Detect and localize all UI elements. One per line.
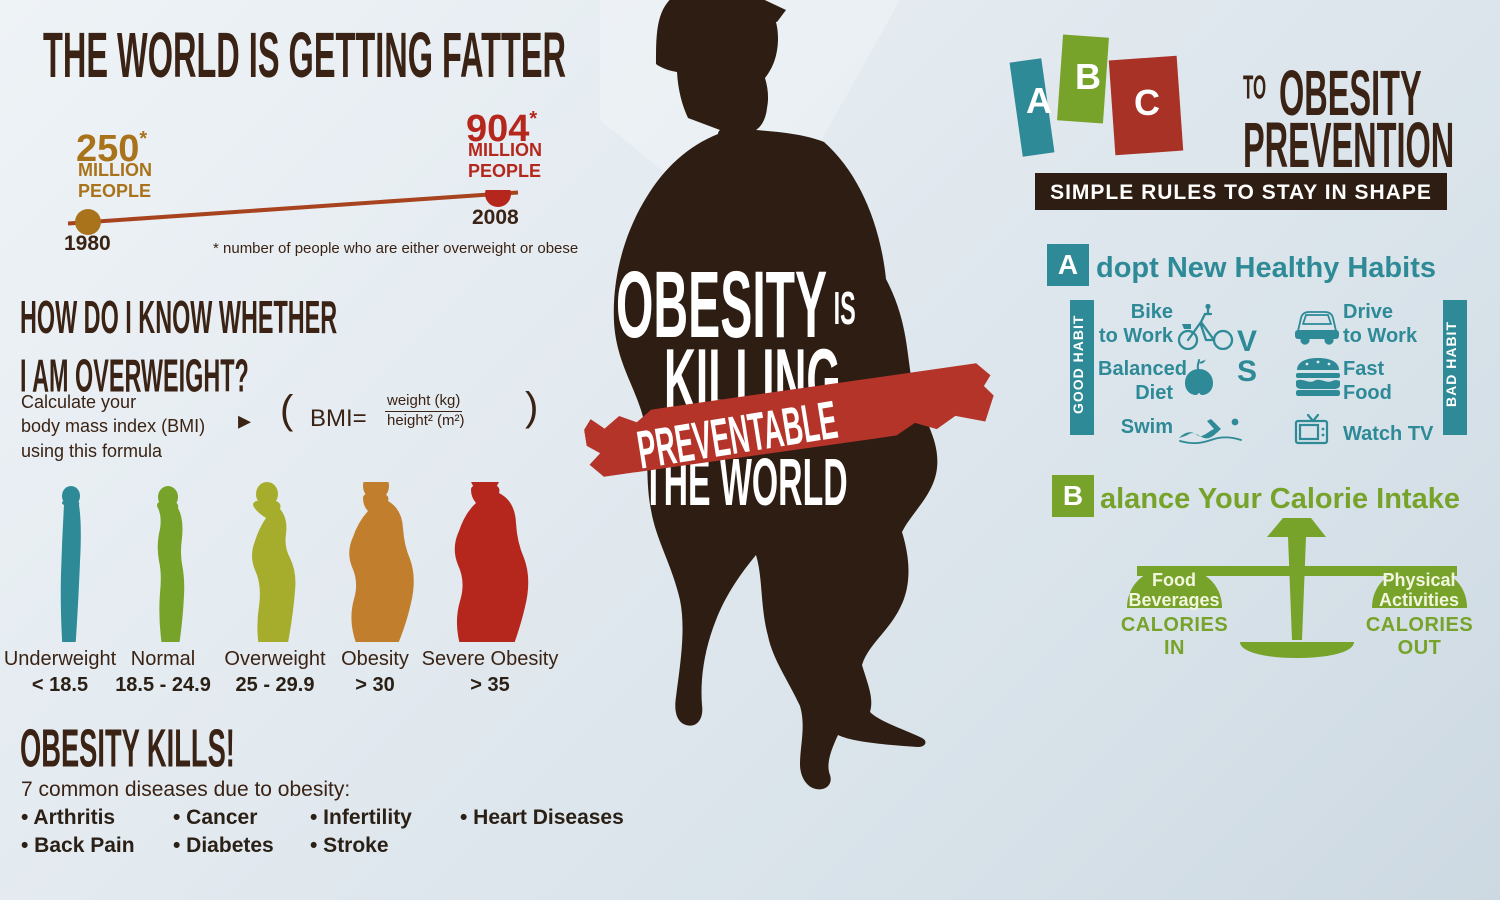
svg-text:Beverages: Beverages [1128,590,1219,610]
svg-text:Physical: Physical [1382,570,1455,590]
svg-text:Activities: Activities [1379,590,1459,610]
svg-text:Food: Food [1152,570,1196,590]
